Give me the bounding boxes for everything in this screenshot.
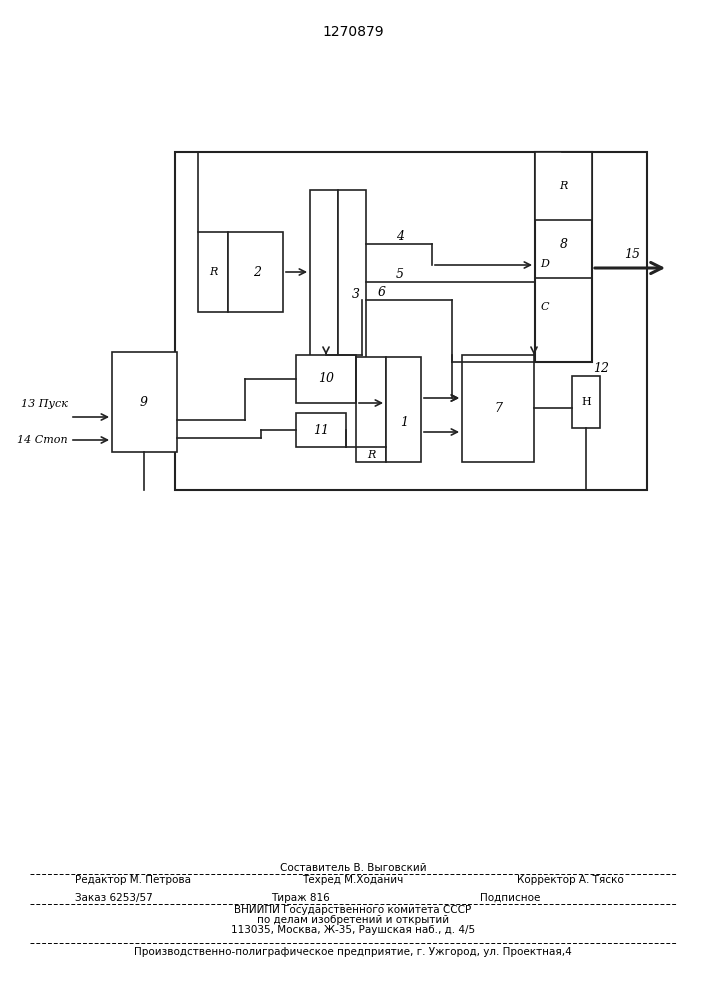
Text: 4: 4 [396, 231, 404, 243]
Text: 13 Пуск: 13 Пуск [21, 399, 68, 409]
Text: Производственно-полиграфическое предприятие, г. Ужгород, ул. Проектная,4: Производственно-полиграфическое предприя… [134, 947, 572, 957]
Bar [310, 190, 338, 395]
Text: ВНИИПИ Государственного комитета СССР: ВНИИПИ Государственного комитета СССР [235, 905, 472, 915]
Text: 1: 1 [400, 416, 408, 428]
Text: Составитель В. Выговский: Составитель В. Выговский [280, 863, 426, 873]
Bar [572, 376, 600, 428]
Text: 8: 8 [560, 237, 568, 250]
Text: D: D [541, 259, 549, 269]
Bar [198, 232, 228, 312]
Bar [386, 357, 421, 462]
Bar [338, 190, 366, 395]
Text: R: R [209, 267, 217, 277]
Text: Корректор А. Тяско: Корректор А. Тяско [517, 875, 624, 885]
Text: Подписное: Подписное [480, 893, 540, 903]
Text: Редактор М. Петрова: Редактор М. Петрова [75, 875, 191, 885]
Bar [462, 355, 534, 462]
Text: 2: 2 [253, 265, 261, 278]
Text: H: H [581, 397, 591, 407]
Text: по делам изобретений и открытий: по делам изобретений и открытий [257, 915, 449, 925]
Bar [175, 152, 647, 490]
Text: 15: 15 [624, 247, 640, 260]
Text: 11: 11 [313, 424, 329, 436]
Text: 6: 6 [378, 286, 386, 300]
Bar [535, 152, 592, 220]
Text: Техред М.Ходанич: Техред М.Ходанич [303, 875, 404, 885]
Text: 5: 5 [396, 268, 404, 282]
Bar [356, 357, 386, 462]
Text: 9: 9 [140, 395, 148, 408]
Text: 7: 7 [494, 401, 502, 414]
Text: 14 Стоп: 14 Стоп [18, 435, 68, 445]
Bar [535, 152, 592, 362]
Text: R: R [559, 181, 567, 191]
Text: C: C [541, 302, 549, 312]
Text: 1270879: 1270879 [322, 25, 384, 39]
Text: 3: 3 [352, 288, 360, 302]
Text: Тираж 816: Тираж 816 [271, 893, 329, 903]
Bar [112, 352, 177, 452]
Text: Заказ 6253/57: Заказ 6253/57 [75, 893, 153, 903]
Bar [296, 413, 346, 447]
Bar [296, 355, 356, 403]
Text: 12: 12 [593, 362, 609, 375]
Bar [228, 232, 283, 312]
Text: R: R [367, 450, 375, 460]
Text: 113035, Москва, Ж-35, Раушская наб., д. 4/5: 113035, Москва, Ж-35, Раушская наб., д. … [231, 925, 475, 935]
Text: 10: 10 [318, 372, 334, 385]
